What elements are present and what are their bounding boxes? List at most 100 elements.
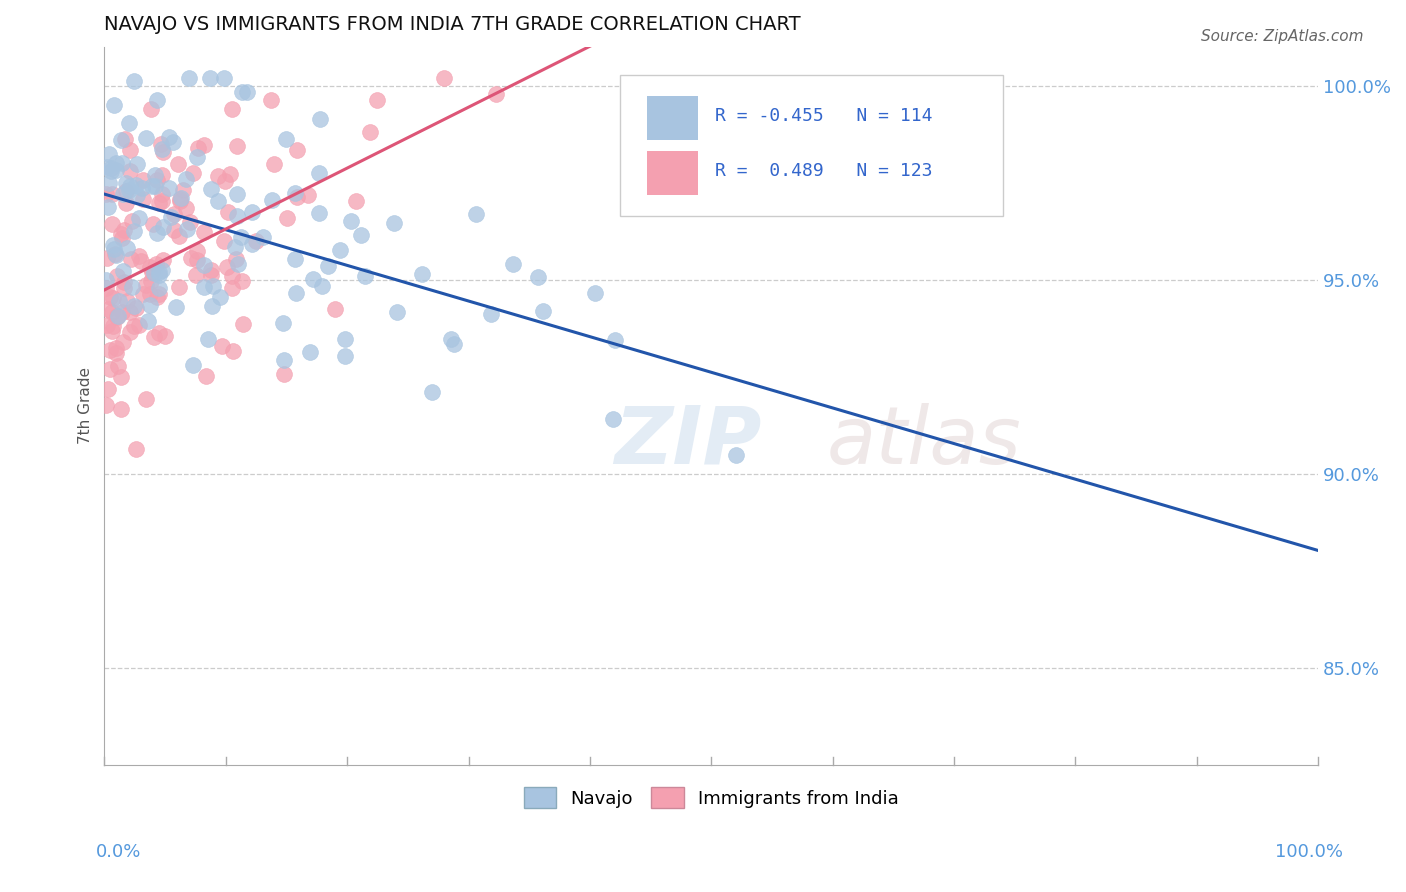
Point bbox=[283, 186, 305, 200]
Point bbox=[105, 309, 128, 323]
Point bbox=[148, 196, 170, 211]
Point bbox=[103, 98, 125, 112]
Point bbox=[215, 260, 238, 274]
Point bbox=[129, 254, 152, 268]
Point bbox=[115, 184, 138, 198]
Point bbox=[201, 279, 224, 293]
Point bbox=[183, 166, 205, 180]
Text: atlas: atlas bbox=[827, 403, 1021, 481]
Point bbox=[110, 370, 132, 384]
Legend: Navajo, Immigrants from India: Navajo, Immigrants from India bbox=[515, 779, 908, 817]
Point bbox=[112, 281, 135, 295]
Point bbox=[411, 268, 433, 282]
Point bbox=[285, 144, 308, 158]
Point bbox=[284, 252, 307, 266]
Point bbox=[152, 145, 174, 159]
Point bbox=[232, 318, 254, 332]
Point bbox=[97, 301, 120, 316]
Point bbox=[94, 398, 117, 412]
Point bbox=[139, 260, 162, 274]
Point bbox=[146, 173, 169, 187]
Point bbox=[135, 278, 157, 293]
Point bbox=[226, 187, 249, 202]
Point bbox=[176, 221, 198, 235]
Point bbox=[231, 274, 253, 288]
Point bbox=[150, 194, 173, 208]
Point bbox=[135, 392, 157, 407]
Point bbox=[98, 290, 121, 304]
Point bbox=[260, 93, 283, 107]
Point bbox=[141, 265, 163, 279]
Point bbox=[174, 201, 197, 215]
Point bbox=[276, 211, 298, 225]
Point bbox=[152, 220, 174, 235]
Point bbox=[221, 343, 243, 358]
Point bbox=[114, 195, 136, 210]
Point bbox=[110, 401, 132, 416]
Point bbox=[148, 268, 170, 282]
Point bbox=[273, 368, 295, 382]
Point bbox=[115, 241, 138, 255]
Point bbox=[163, 222, 186, 236]
Point bbox=[112, 263, 135, 277]
Point bbox=[193, 137, 215, 152]
Point bbox=[101, 318, 124, 333]
Point bbox=[193, 258, 215, 272]
Point bbox=[225, 252, 247, 266]
Point bbox=[226, 209, 249, 223]
Point bbox=[180, 252, 202, 266]
Point bbox=[163, 207, 186, 221]
Point bbox=[98, 176, 121, 190]
Point bbox=[603, 333, 626, 347]
Point bbox=[186, 244, 208, 259]
Point bbox=[150, 168, 173, 182]
Point bbox=[198, 70, 221, 85]
Point bbox=[200, 268, 222, 282]
Point bbox=[301, 272, 323, 286]
Point bbox=[148, 287, 170, 301]
Point bbox=[273, 353, 295, 368]
Point bbox=[252, 229, 274, 244]
Point bbox=[177, 70, 200, 85]
Point bbox=[105, 269, 128, 284]
Point bbox=[263, 156, 285, 170]
Point bbox=[139, 286, 162, 301]
Point bbox=[125, 188, 148, 202]
Point bbox=[235, 85, 257, 99]
Point bbox=[146, 226, 169, 240]
Point bbox=[443, 337, 465, 351]
Point bbox=[104, 163, 127, 178]
Point bbox=[103, 243, 125, 257]
Point bbox=[118, 178, 141, 193]
Point bbox=[114, 132, 136, 146]
Point bbox=[724, 448, 747, 462]
Point bbox=[143, 330, 166, 344]
Point bbox=[112, 223, 135, 237]
Point bbox=[115, 176, 138, 190]
Point bbox=[167, 280, 190, 294]
Point bbox=[214, 70, 236, 85]
Point bbox=[214, 174, 236, 188]
Point bbox=[135, 130, 157, 145]
Point bbox=[122, 74, 145, 88]
Point bbox=[240, 236, 263, 251]
Point bbox=[285, 190, 308, 204]
Point bbox=[120, 252, 142, 266]
Point bbox=[136, 314, 159, 328]
Point bbox=[143, 168, 166, 182]
Point bbox=[148, 265, 170, 279]
Point bbox=[128, 249, 150, 263]
Point bbox=[245, 234, 267, 248]
Point bbox=[211, 339, 233, 353]
Point bbox=[172, 183, 194, 197]
Point bbox=[122, 318, 145, 333]
Point bbox=[139, 298, 162, 312]
Point bbox=[100, 361, 122, 376]
Point bbox=[101, 291, 124, 305]
Point bbox=[132, 172, 155, 186]
Point bbox=[387, 305, 409, 319]
Point bbox=[583, 286, 606, 301]
Point bbox=[118, 143, 141, 157]
Point bbox=[169, 194, 191, 209]
Point bbox=[160, 210, 183, 224]
